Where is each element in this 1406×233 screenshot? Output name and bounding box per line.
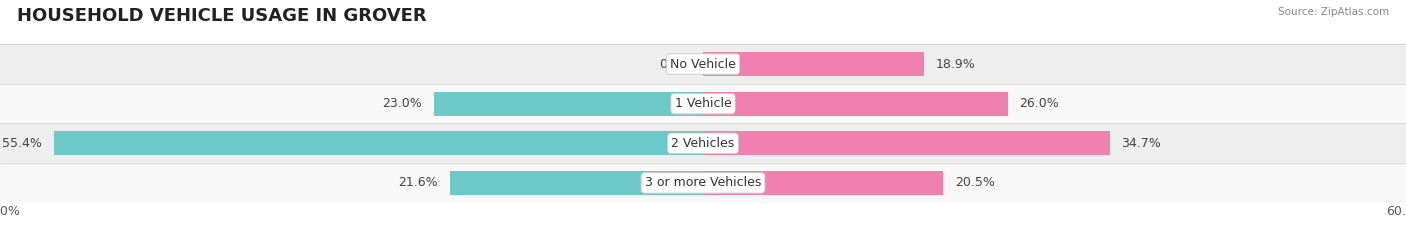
- Bar: [703, 131, 1109, 155]
- Bar: [53, 131, 703, 155]
- Text: 21.6%: 21.6%: [398, 176, 439, 189]
- Text: 20.5%: 20.5%: [955, 176, 995, 189]
- Text: 26.0%: 26.0%: [1019, 97, 1059, 110]
- Bar: [433, 92, 703, 116]
- Bar: [703, 52, 925, 76]
- Bar: [0, 84, 1406, 123]
- Bar: [703, 171, 943, 195]
- Bar: [703, 92, 1008, 116]
- Text: HOUSEHOLD VEHICLE USAGE IN GROVER: HOUSEHOLD VEHICLE USAGE IN GROVER: [17, 7, 426, 25]
- Text: 23.0%: 23.0%: [382, 97, 422, 110]
- Bar: [0, 163, 1406, 203]
- Bar: [0, 123, 1406, 163]
- Bar: [0, 44, 1406, 84]
- Text: 3 or more Vehicles: 3 or more Vehicles: [645, 176, 761, 189]
- Text: 55.4%: 55.4%: [3, 137, 42, 150]
- Bar: [450, 171, 703, 195]
- Text: 1 Vehicle: 1 Vehicle: [675, 97, 731, 110]
- Text: 2 Vehicles: 2 Vehicles: [672, 137, 734, 150]
- Text: Source: ZipAtlas.com: Source: ZipAtlas.com: [1278, 7, 1389, 17]
- Text: 0.0%: 0.0%: [659, 58, 692, 71]
- Text: 18.9%: 18.9%: [936, 58, 976, 71]
- Text: No Vehicle: No Vehicle: [671, 58, 735, 71]
- Text: 34.7%: 34.7%: [1122, 137, 1161, 150]
